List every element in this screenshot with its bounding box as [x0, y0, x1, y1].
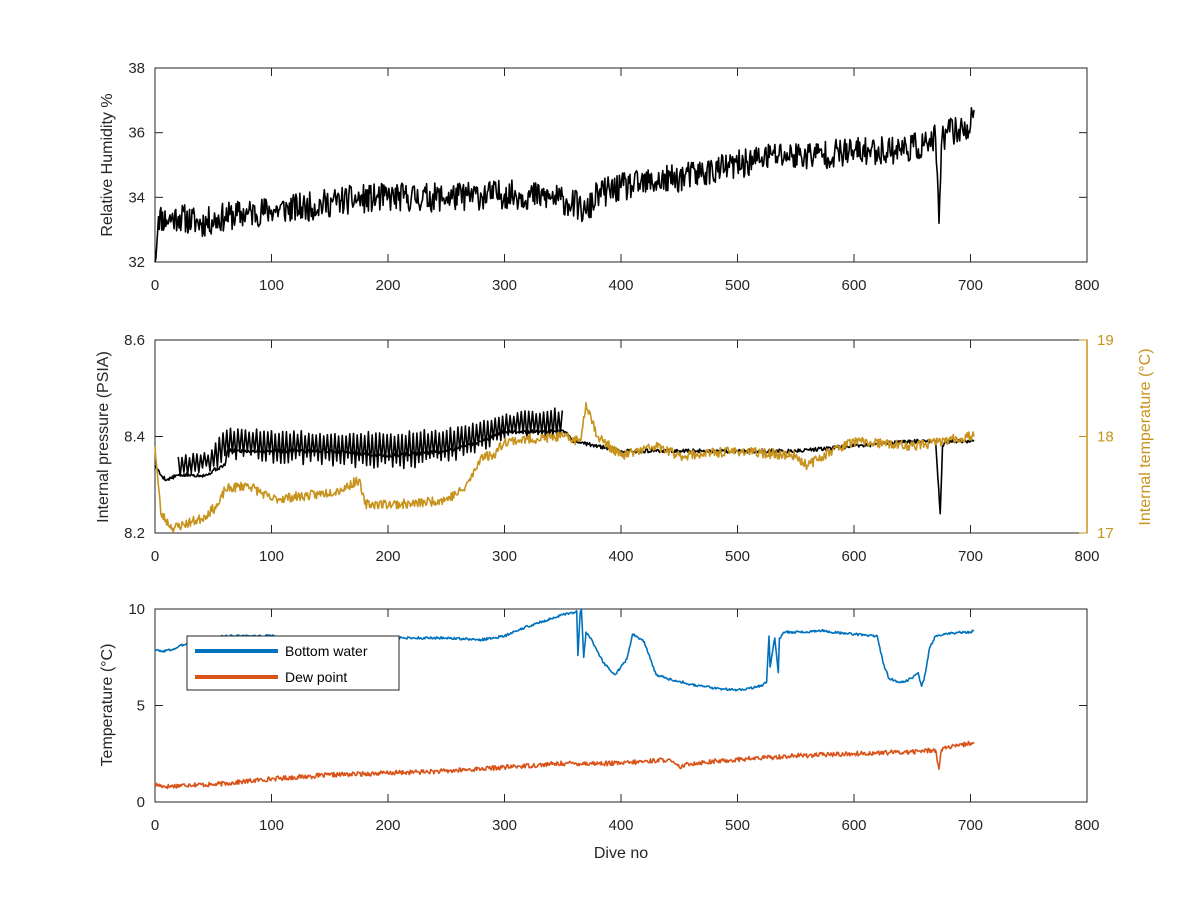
- temperature-panel: 0 100 200 300 400 500 600 700 800 0 5 10 Temperatur…: [99, 601, 1100, 834]
- humidity-series: [154, 107, 975, 263]
- x-tick-label: 400: [608, 277, 633, 294]
- y-tick-label: 0: [137, 794, 145, 811]
- x-tick-label: 600: [841, 548, 866, 565]
- x-tick-label: 300: [492, 277, 517, 294]
- internal-temperature-y2-axis-label: Internal temperature (°C): [1137, 348, 1154, 525]
- x-tick-label: 100: [259, 817, 284, 834]
- x-tick-label: 500: [725, 277, 750, 294]
- x-tick-label: 400: [608, 548, 633, 565]
- y-tick-label: 32: [128, 254, 145, 271]
- y-tick-label: 8.4: [124, 429, 145, 446]
- pressure-panel: 0 100 200 300 400 500 600 700 800 8.2 8.4 8.6 17 18 19…: [95, 332, 1154, 565]
- x-tick-label: 0: [151, 817, 159, 834]
- pressure-series: [154, 401, 975, 534]
- y-tick-label: 38: [128, 60, 145, 77]
- legend: Bottom water Dew point: [186, 635, 400, 691]
- humidity-ticks: 0 100 200 300 400 500 600 700 800 32 34 36 38: [128, 60, 1099, 294]
- x-tick-label: 800: [1074, 817, 1099, 834]
- x-tick-label: 300: [492, 548, 517, 565]
- legend-label-bottom-water: Bottom water: [285, 643, 368, 659]
- x-tick-label: 700: [958, 817, 983, 834]
- y-tick-label: 5: [137, 698, 145, 715]
- x-tick-label: 100: [259, 548, 284, 565]
- temperature-y-axis-label: Temperature (°C): [99, 644, 116, 767]
- humidity-y-axis-label: Relative Humidity %: [99, 93, 116, 236]
- humidity-plot-box: [154, 67, 1088, 263]
- x-tick-label: 300: [492, 817, 517, 834]
- x-tick-label: 100: [259, 277, 284, 294]
- pressure-ticks: 0 100 200 300 400 500 600 700 800 8.2 8.4 8.6 17 18 19: [124, 332, 1114, 565]
- x-axis-label: Dive no: [594, 845, 648, 862]
- x-tick-label: 500: [725, 817, 750, 834]
- y-tick-label: 34: [128, 189, 145, 206]
- x-tick-label: 200: [375, 817, 400, 834]
- series-line-0-0: [154, 107, 975, 263]
- x-tick-label: 600: [841, 277, 866, 294]
- series-line-2-1: [154, 740, 975, 790]
- y2-tick-label: 18: [1097, 429, 1114, 446]
- y-tick-label: 36: [128, 125, 145, 142]
- x-tick-label: 600: [841, 817, 866, 834]
- x-tick-label: 700: [958, 277, 983, 294]
- y-tick-label: 10: [128, 601, 145, 618]
- x-tick-label: 200: [375, 277, 400, 294]
- x-tick-label: 400: [608, 817, 633, 834]
- pressure-y-axis-label: Internal pressure (PSIA): [95, 351, 112, 523]
- x-tick-label: 0: [151, 277, 159, 294]
- x-tick-label: 500: [725, 548, 750, 565]
- legend-label-dew-point: Dew point: [285, 669, 347, 685]
- humidity-panel: 0 100 200 300 400 500 600 700 800 32 34 36 38 Relati…: [99, 60, 1100, 294]
- x-tick-label: 700: [958, 548, 983, 565]
- x-tick-label: 800: [1074, 548, 1099, 565]
- x-tick-label: 0: [151, 548, 159, 565]
- legend-box: [186, 635, 400, 691]
- temperature-ticks: 0 100 200 300 400 500 600 700 800 0 5 10: [128, 601, 1099, 834]
- x-tick-label: 800: [1074, 277, 1099, 294]
- series-line-1-2: [154, 401, 975, 534]
- x-tick-label: 200: [375, 548, 400, 565]
- y2-tick-label: 17: [1097, 525, 1114, 542]
- y-tick-label: 8.2: [124, 525, 145, 542]
- y-tick-label: 8.6: [124, 332, 145, 349]
- y2-tick-label: 19: [1097, 332, 1114, 349]
- series-line-1-1: [177, 407, 564, 477]
